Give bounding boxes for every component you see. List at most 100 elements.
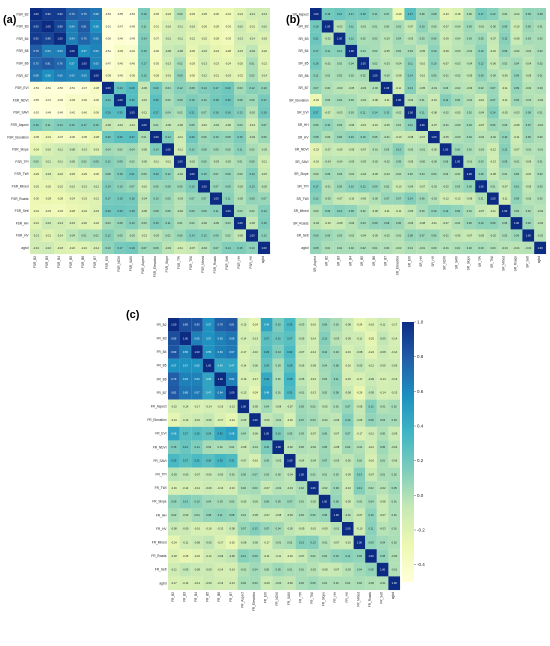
heatmap-cell-value: -0.08 [333,445,339,449]
heatmap-cell [226,562,238,577]
heatmap-cell [191,454,203,468]
heatmap-cell [439,192,452,205]
heatmap-cell-value: -0.03 [322,418,328,422]
heatmap-cell [138,143,151,156]
heatmap-cell-value: -0.02 [478,135,484,139]
heatmap-cell-value: -0.14 [380,377,386,381]
heatmap-cell [150,81,163,95]
heatmap-cell [42,81,55,95]
heatmap-cell-value: -0.05 [384,123,390,127]
heatmap-cell-value: 0.13 [183,500,189,504]
heatmap-cell [150,57,163,70]
heatmap-cell-value: 0.68 [229,336,235,340]
heatmap-cell-value: 0.08 [105,172,111,176]
heatmap-cell-value: 0.04 [337,98,343,102]
heatmap-cell-value: -0.02 [261,184,267,188]
heatmap-cell-value: 0.11 [325,49,330,53]
heatmap-cell-value: -0.02 [407,147,413,151]
heatmap-cell-value: 0.02 [129,160,135,164]
heatmap-cell [392,57,405,70]
heatmap-cell [272,494,285,509]
heatmap-cell-value: 0.64 [229,377,235,381]
heatmap-cell-value: -0.13 [141,233,147,237]
heatmap-cell-value: 0.79 [69,12,75,16]
heatmap-cell [222,20,235,33]
heatmap-cell-value: 0.21 [129,172,135,176]
heatmap-cell [284,481,296,495]
heatmap-cell [284,372,296,387]
heatmap-cell [439,241,452,255]
heatmap-cell [318,508,331,523]
y-tick-label: SR_Sett [297,234,309,238]
heatmap-cell-value: 1.00 [81,61,87,65]
heatmap-cell [237,426,250,441]
heatmap-cell-value: 0.12 [189,147,195,151]
heatmap-cell [284,386,296,400]
heatmap-cell-value: -0.02 [287,445,293,449]
heatmap-cell-value: -0.01 [229,472,235,476]
heatmap-cell [234,69,247,82]
heatmap-cell-value: -0.25 [33,184,39,188]
heatmap-cell [237,372,250,387]
heatmap-cell [168,522,180,536]
heatmap-cell [78,57,91,70]
heatmap-cell-value: 0.00 [490,246,496,250]
heatmap-cell [510,32,523,45]
heatmap-cell-value: -0.10 [45,246,51,250]
y-tick-label: FSR_HH [16,221,29,225]
heatmap-cell-value: 0.81 [171,391,177,395]
heatmap-cell-value: -0.13 [240,391,246,395]
heatmap-cell-value: -0.10 [141,184,147,188]
heatmap-cell-value: 0.03 [479,246,485,250]
heatmap-cell-value: -0.03 [249,135,255,139]
heatmap-cell-value: 0.09 [357,554,363,558]
heatmap-cell [54,131,67,144]
heatmap-cell-value: 0.04 [252,568,258,572]
heatmap-cell-value: 0.11 [420,110,425,114]
heatmap-cell-value: 0.81 [229,323,235,327]
heatmap-cell [345,57,358,70]
heatmap-cell [498,229,511,242]
heatmap-cell-value: -0.06 [490,61,496,65]
heatmap-cell [353,467,366,482]
heatmap-cell-value: 0.17 [479,12,485,16]
heatmap-cell [249,522,261,536]
heatmap-cell [150,143,163,156]
heatmap-cell [522,44,535,58]
heatmap-cell [66,32,79,45]
heatmap-cell-value: -0.01 [525,98,531,102]
heatmap-cell [42,57,55,70]
heatmap-cell [260,426,273,441]
heatmap-cell [416,94,429,107]
heatmap-cell-value: 0.16 [264,445,270,449]
heatmap-cell-value: 0.06 [467,221,473,225]
heatmap-cell-value: -0.10 [310,527,316,531]
heatmap-cell [404,94,417,107]
heatmap-cell [78,94,91,107]
heatmap-cell [30,180,43,193]
heatmap-cell [295,508,308,523]
heatmap-cell [214,454,227,468]
x-tick-label: FR_TWI [310,592,314,604]
heatmap-cell-value: 0.09 [455,209,461,213]
heatmap-cell-value: 0.46 [171,432,177,436]
heatmap-cell-value: 0.06 [526,135,532,139]
heatmap-cell [345,217,358,230]
x-tick-label: FR_TPI [298,592,302,603]
heatmap-cell-value: -0.21 [33,221,39,225]
heatmap-cell-value: -0.22 [189,37,195,41]
heatmap-cell [186,192,199,205]
colorbar-gradient [402,322,414,582]
heatmap-cell [451,180,464,193]
heatmap-cell-value: -0.02 [201,246,207,250]
heatmap-cell-value: 0.04 [380,418,386,422]
x-tick-label: FR_HV [345,591,349,602]
heatmap-cell-value: -0.01 [396,233,402,237]
heatmap-cell [126,167,139,181]
heatmap-cell-value: -0.24 [33,147,39,151]
heatmap-cell [174,57,187,70]
heatmap-cell-value: -0.04 [337,160,343,164]
heatmap-cell-value: -0.07 [380,513,386,517]
heatmap-cell [342,386,354,400]
heatmap-cell-value: -0.24 [171,540,177,544]
